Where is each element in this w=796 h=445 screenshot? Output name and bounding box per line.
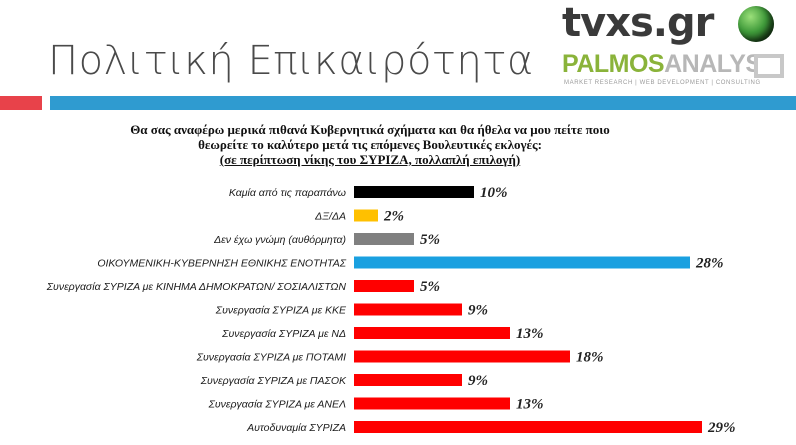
chart-subtitle: (σε περίπτωση νίκης του ΣΥΡΙΖΑ, πολλαπλή… bbox=[219, 152, 521, 167]
category-label: Δεν έχω γνώμη (αυθόρμητα) bbox=[213, 234, 346, 246]
chart-title-line-1: Θα σας αναφέρω μερικά πιθανά Κυβερνητικά… bbox=[130, 122, 610, 137]
value-label: 13% bbox=[516, 397, 544, 413]
bar bbox=[354, 280, 414, 292]
value-label: 5% bbox=[420, 279, 440, 295]
palmos-logo-part-a: PALMOS bbox=[562, 50, 665, 78]
category-label: ΔΞ/ΔΑ bbox=[314, 211, 346, 223]
bar bbox=[354, 233, 414, 245]
category-label: Συνεργασία ΣΥΡΙΖΑ με ΝΔ bbox=[221, 328, 346, 340]
value-label: 9% bbox=[468, 373, 488, 389]
value-label: 5% bbox=[420, 232, 440, 248]
bar bbox=[354, 186, 474, 198]
bar bbox=[354, 209, 378, 222]
value-label: 9% bbox=[468, 303, 488, 319]
bar bbox=[354, 256, 690, 269]
value-label: 2% bbox=[383, 209, 404, 225]
bar bbox=[354, 327, 510, 339]
category-label: Συνεργασία ΣΥΡΙΖΑ με ΚΙΝΗΜΑ ΔΗΜΟΚΡΑΤΩΝ/ … bbox=[46, 281, 347, 293]
bar bbox=[354, 374, 462, 386]
value-label: 10% bbox=[480, 185, 508, 201]
palmos-analysis-logo: PALMOSANALYSIS MARKET RESEARCH | WEB DEV… bbox=[562, 50, 788, 92]
page-title: Πολιτική Επικαιρότητα bbox=[48, 38, 534, 84]
chart-title-line-2: θεωρείτε το καλύτερο μετά τις επόμενες Β… bbox=[198, 137, 542, 152]
palmos-square-icon bbox=[754, 54, 784, 78]
bar bbox=[354, 397, 510, 410]
bar bbox=[354, 421, 702, 433]
divider-accent-blue bbox=[50, 96, 796, 110]
tvxs-logo-text: tvxs.gr bbox=[562, 0, 714, 46]
category-label: Συνεργασία ΣΥΡΙΖΑ με ΚΚΕ bbox=[215, 305, 347, 317]
bar bbox=[354, 303, 462, 316]
category-label: Συνεργασία ΣΥΡΙΖΑ με ΠΑΣΟΚ bbox=[200, 375, 347, 387]
value-label: 28% bbox=[695, 256, 724, 272]
value-label: 29% bbox=[707, 420, 736, 436]
category-label: Συνεργασία ΣΥΡΙΖΑ με ΑΝΕΛ bbox=[208, 399, 346, 411]
divider-accent-red bbox=[0, 96, 42, 110]
category-label: Αυτοδυναμία ΣΥΡΙΖΑ bbox=[246, 422, 346, 434]
tvxs-logo: tvxs.gr bbox=[562, 0, 782, 46]
value-label: 13% bbox=[516, 326, 544, 342]
globe-icon bbox=[738, 6, 774, 42]
category-label: Συνεργασία ΣΥΡΙΖΑ με ΠΟΤΑΜΙ bbox=[196, 352, 346, 364]
value-label: 18% bbox=[576, 350, 604, 366]
chart-title: Θα σας αναφέρω μερικά πιθανά Κυβερνητικά… bbox=[40, 122, 700, 167]
bar bbox=[354, 350, 570, 363]
category-label: Καμία από τις παραπάνω bbox=[229, 187, 346, 199]
palmos-tagline: MARKET RESEARCH | WEB DEVELOPMENT | CONS… bbox=[564, 80, 761, 86]
category-label: ΟΙΚΟΥΜΕΝΙΚΗ-ΚΥΒΕΡΝΗΣΗ ΕΘΝΙΚΗΣ ΕΝΟΤΗΤΑΣ bbox=[97, 258, 346, 270]
